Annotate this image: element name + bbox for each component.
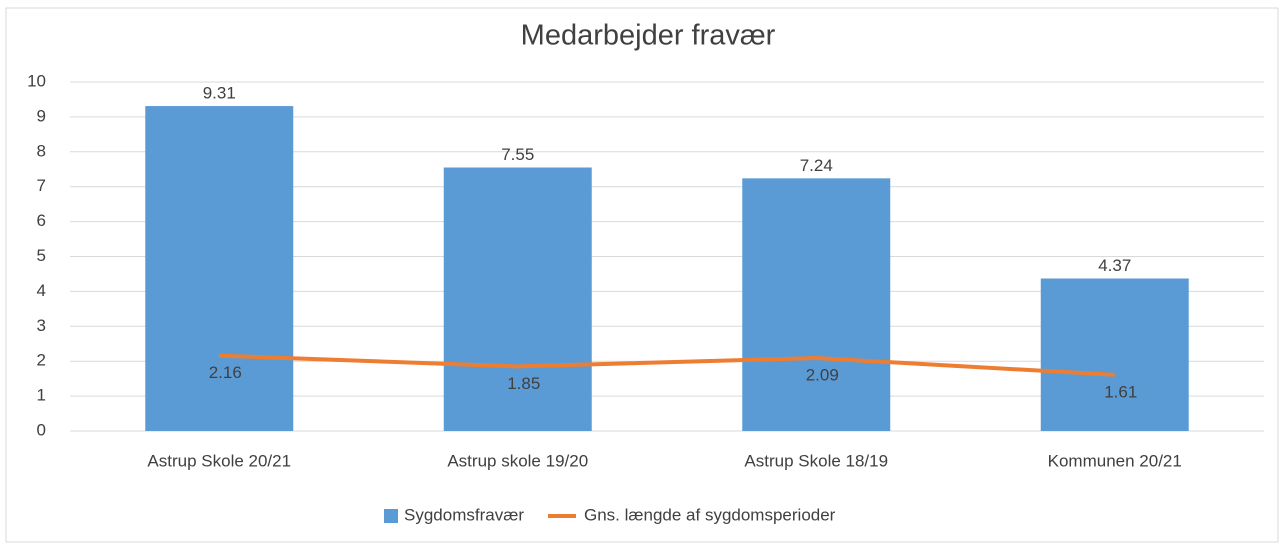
line (219, 353, 1115, 377)
y-tick-label: 8 (37, 141, 46, 160)
bar (1040, 278, 1189, 431)
x-tick-label: Kommunen 20/21 (1048, 451, 1182, 470)
legend-label: Sygdomsfravær (404, 505, 524, 524)
data-label: 7.55 (501, 145, 534, 164)
data-label: 9.31 (203, 84, 236, 103)
y-tick-label: 5 (37, 246, 46, 265)
y-tick-label: 2 (37, 351, 46, 370)
legend-label: Gns. længde af sygdomsperioder (584, 505, 836, 524)
data-label: 2.16 (209, 363, 242, 382)
y-tick-label: 3 (37, 316, 46, 335)
y-tick-label: 10 (27, 71, 46, 90)
x-tick-label: Astrup Skole 20/21 (147, 451, 291, 470)
y-tick-label: 7 (37, 176, 46, 195)
y-tick-label: 6 (37, 211, 46, 230)
bar (742, 178, 891, 431)
bar (443, 167, 592, 431)
bar (145, 106, 294, 432)
y-tick-label: 4 (37, 281, 46, 300)
legend-swatch (384, 509, 398, 523)
data-label: 4.37 (1098, 256, 1131, 275)
x-tick-label: Astrup Skole 18/19 (744, 451, 888, 470)
data-label: 1.85 (507, 374, 540, 393)
chart-title: Medarbejder fravær (521, 20, 776, 52)
data-label: 1.61 (1104, 382, 1137, 401)
data-label: 7.24 (800, 156, 833, 175)
y-tick-label: 1 (37, 386, 46, 405)
y-tick-label: 0 (37, 420, 46, 439)
data-label: 2.09 (806, 366, 839, 385)
y-tick-label: 9 (37, 106, 46, 125)
x-tick-label: Astrup skole 19/20 (447, 451, 588, 470)
